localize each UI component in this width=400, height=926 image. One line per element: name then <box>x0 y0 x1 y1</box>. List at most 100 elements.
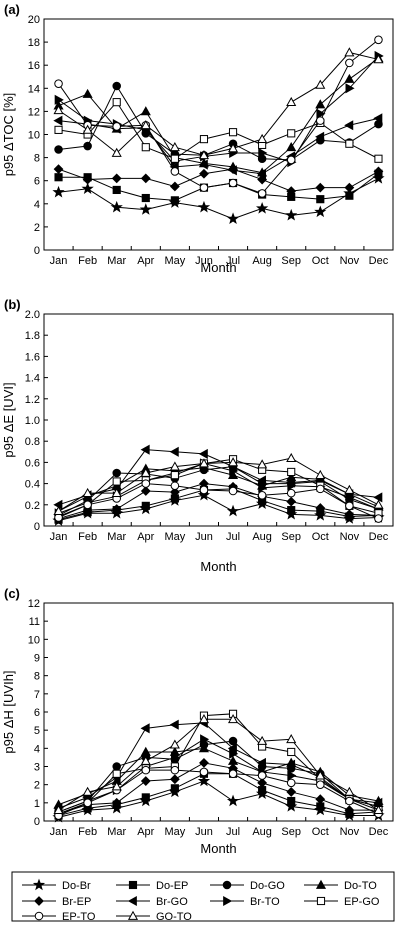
x-tick-label: Dec <box>369 255 389 267</box>
series-line <box>58 488 379 521</box>
legend-item-do-go: Do-GO <box>210 880 285 892</box>
y-tick-label: 18 <box>28 37 40 49</box>
data-point <box>258 482 268 493</box>
data-point <box>257 735 268 745</box>
x-tick-label: Mar <box>107 255 126 267</box>
legend-item-ep-go: EP-GO <box>304 896 380 908</box>
legend-label: Do-GO <box>250 880 285 892</box>
series-go-to <box>53 714 384 814</box>
data-point <box>286 96 297 107</box>
data-point <box>170 196 179 205</box>
x-tick-label: Feb <box>78 531 97 543</box>
series-do-br <box>52 171 385 225</box>
data-point <box>82 487 93 497</box>
data-point <box>344 120 354 131</box>
legend-item-br-to: Br-TO <box>210 895 280 908</box>
data-point <box>198 150 210 160</box>
legend-item-ep-to: EP-TO <box>22 911 96 923</box>
x-axis-label: Month <box>200 559 236 574</box>
data-point <box>199 757 209 768</box>
data-point <box>140 776 151 786</box>
data-point <box>54 145 63 154</box>
data-point <box>82 124 93 134</box>
data-point <box>286 734 297 744</box>
data-point <box>197 200 211 213</box>
series-line <box>58 117 379 175</box>
data-point <box>169 774 180 785</box>
data-point <box>374 154 383 163</box>
data-point <box>198 743 210 753</box>
y-tick-label: 6 <box>34 176 40 188</box>
panel-label: (c) <box>4 586 20 601</box>
data-point <box>169 719 179 730</box>
legend-marker <box>127 895 137 907</box>
x-tick-label: Jul <box>226 826 240 838</box>
y-tick-label: 1.4 <box>25 373 40 385</box>
series-do-to <box>53 743 384 809</box>
x-tick-label: Oct <box>312 826 329 838</box>
series-line <box>58 762 379 815</box>
series-line <box>58 457 379 512</box>
data-point <box>228 736 238 746</box>
x-tick-label: Aug <box>252 531 272 543</box>
legend-label: Br-TO <box>250 896 280 908</box>
series-br-go <box>53 113 383 179</box>
legend-item-do-ep: Do-EP <box>116 880 188 892</box>
data-point <box>287 796 296 806</box>
data-point <box>256 475 266 486</box>
data-point <box>112 762 121 771</box>
legend-item-go-to: GO-TO <box>116 910 192 923</box>
x-tick-label: Jun <box>195 531 213 543</box>
y-tick-label: 7 <box>34 689 40 701</box>
series-go-to <box>53 47 384 160</box>
legend-marker <box>127 910 139 920</box>
data-point <box>226 212 240 225</box>
data-point <box>111 781 122 791</box>
y-tick-label: 0 <box>34 521 40 533</box>
data-point <box>82 88 93 98</box>
data-point <box>373 804 384 814</box>
data-point <box>256 168 266 179</box>
x-tick-label: Mar <box>107 531 126 543</box>
legend-marker <box>222 880 232 890</box>
y-tick-label: 1.2 <box>25 394 40 406</box>
legend: Do-Br Do-EP Do-GO Do-TO Br-EP Br-GO Br-TO EP-GO… <box>11 871 395 923</box>
y-tick-label: 0.2 <box>25 500 40 512</box>
data-point <box>54 79 63 88</box>
data-point <box>111 504 122 514</box>
data-point <box>315 794 326 805</box>
data-point <box>82 174 93 185</box>
y-tick-label: 8 <box>34 671 40 683</box>
series-line <box>58 458 379 517</box>
y-tick-label: 16 <box>28 60 40 72</box>
legend-item-br-go: Br-GO <box>116 895 188 908</box>
data-point <box>256 201 269 214</box>
data-point <box>140 723 150 734</box>
series-line <box>58 84 379 161</box>
data-point <box>53 505 64 516</box>
data-point <box>316 195 325 204</box>
data-point <box>228 128 238 137</box>
y-axis-label: p95 ΔE [UVI] <box>1 382 16 457</box>
data-point <box>373 54 384 64</box>
data-point <box>169 461 180 471</box>
legend-label: Br-GO <box>156 896 188 908</box>
data-point <box>140 486 151 496</box>
plot-frame <box>43 18 394 251</box>
data-point <box>373 113 383 124</box>
y-tick-label: 11 <box>29 616 40 628</box>
series-line <box>58 713 379 815</box>
data-point <box>314 205 327 218</box>
data-point <box>199 168 209 179</box>
data-point <box>140 173 151 184</box>
data-point <box>112 98 121 107</box>
y-tick-label: 2 <box>34 222 40 234</box>
data-point <box>53 105 64 115</box>
series-br-ep <box>53 164 384 197</box>
legend-item-br-ep: Br-EP <box>22 896 91 908</box>
data-point <box>111 487 122 497</box>
data-point <box>53 804 64 814</box>
data-point <box>112 477 121 486</box>
